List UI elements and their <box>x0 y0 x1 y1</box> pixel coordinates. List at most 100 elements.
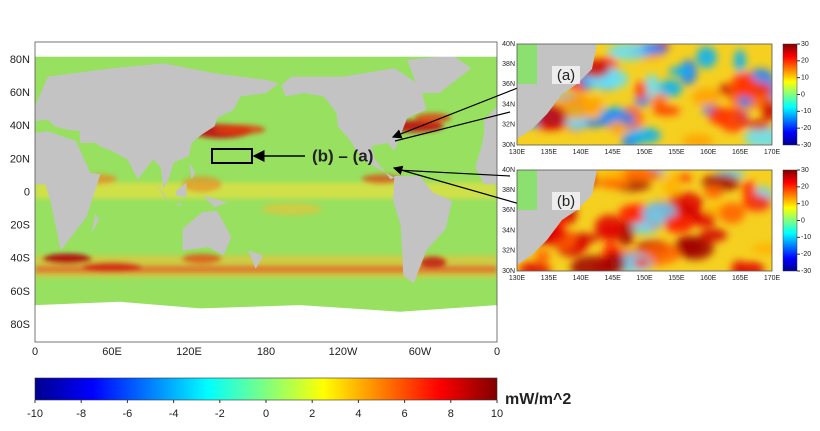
heat-blob <box>682 134 714 145</box>
y-tick-label: 34N <box>502 227 515 234</box>
continent <box>91 214 100 234</box>
colorbar-tick-label: -10 <box>801 108 811 115</box>
y-tick-label: 34N <box>502 101 515 108</box>
y-tick-label: 60N <box>10 87 30 99</box>
heat-blob <box>732 81 772 98</box>
continent <box>203 195 228 208</box>
y-tick-label: 20N <box>10 153 30 165</box>
y-tick-label: 40N <box>502 167 515 174</box>
heat-blob <box>696 46 717 69</box>
continent <box>189 162 196 180</box>
continent <box>393 175 453 284</box>
arrow <box>394 111 511 142</box>
heat-blob <box>414 112 451 123</box>
colorbar-tick-label: -10 <box>801 234 811 241</box>
heat-blob <box>597 179 632 189</box>
heat-blob <box>663 214 694 234</box>
heat-blob <box>751 243 772 255</box>
colorbar-tick-label: 10 <box>801 75 809 82</box>
y-tick-label: 38N <box>502 61 515 68</box>
colorbar-tick-label: 30 <box>801 167 809 174</box>
colorbar-tick-label: 20 <box>801 184 809 191</box>
heat-blob <box>652 105 681 116</box>
heat-blob <box>744 126 772 145</box>
x-tick-label: 170E <box>764 275 781 282</box>
y-tick-label: 30N <box>502 268 515 275</box>
x-tick-label: 140E <box>573 275 590 282</box>
heat-blob <box>663 174 681 197</box>
x-tick-label: 140E <box>573 149 590 156</box>
continent <box>475 106 497 185</box>
heat-blob <box>650 93 667 109</box>
heat-blob <box>622 170 663 182</box>
heat-blob <box>635 80 648 100</box>
heat-blob <box>742 180 756 199</box>
inset-frame <box>516 169 773 272</box>
continent <box>176 202 183 206</box>
colorbar-tick-label: -10 <box>27 408 43 420</box>
colorbar-tick-label: 0 <box>263 408 269 420</box>
colorbar-unit: mW/m^2 <box>505 391 571 408</box>
heat-blob <box>42 253 93 264</box>
colorbar-tick-label: 4 <box>355 408 361 420</box>
continent <box>35 131 101 251</box>
heat-blob <box>633 258 650 268</box>
inset-frame <box>516 43 773 146</box>
heat-blob <box>418 256 447 269</box>
heat-band <box>35 265 497 274</box>
heat-blob <box>676 174 692 183</box>
heat-blob <box>641 44 669 55</box>
x-tick-label: 155E <box>668 275 685 282</box>
inset-colorbar <box>782 169 798 272</box>
x-tick-label: 145E <box>604 275 621 282</box>
colorbar-tick-label: -4 <box>169 408 179 420</box>
heat-blob <box>692 211 716 228</box>
continent <box>156 184 170 203</box>
heat-blob <box>627 127 662 144</box>
x-tick-label: 150E <box>636 275 653 282</box>
heat-blob <box>737 95 753 107</box>
y-tick-label: 40S <box>10 253 30 265</box>
heat-blob <box>674 235 703 256</box>
x-tick-label: 170E <box>764 149 781 156</box>
heat-blob <box>745 120 771 130</box>
heat-blob <box>598 111 636 129</box>
heat-blob <box>692 87 721 107</box>
x-tick-label: 160E <box>700 149 717 156</box>
continent <box>407 55 472 94</box>
x-tick-label: 160E <box>700 275 717 282</box>
heat-blob <box>699 228 728 242</box>
y-tick-label: 40N <box>10 120 30 132</box>
y-tick-label: 80N <box>10 54 30 66</box>
y-tick-label: 0 <box>24 186 30 198</box>
map-frame <box>34 41 498 343</box>
y-tick-label: 20S <box>10 220 30 232</box>
colorbar <box>34 377 498 401</box>
inset-label-bg <box>552 192 580 210</box>
heat-blob <box>261 203 322 216</box>
colorbar-tick-label: -30 <box>801 268 811 275</box>
arrow <box>395 169 511 177</box>
heat-blob <box>82 262 142 273</box>
y-tick-label: 32N <box>502 248 515 255</box>
y-tick-label: 36N <box>502 81 515 88</box>
continent <box>176 182 187 198</box>
colorbar-tick-label: -8 <box>76 408 86 420</box>
heat-blob <box>608 120 627 135</box>
y-tick-label: 60S <box>10 286 30 298</box>
heat-blob <box>518 261 551 271</box>
x-tick-label: 120W <box>329 346 358 358</box>
heat-blob <box>718 202 746 224</box>
land <box>35 42 497 342</box>
heat-blob <box>741 261 765 271</box>
colorbar-tick-label: 8 <box>448 408 454 420</box>
y-tick-label: 40N <box>502 41 515 48</box>
arctic <box>35 42 497 57</box>
x-tick-label: 145E <box>604 149 621 156</box>
inset-label: (b) <box>557 193 575 210</box>
x-tick-label: 120E <box>176 346 202 358</box>
heat-blob <box>603 252 626 271</box>
colorbar-tick-label: -30 <box>801 142 811 149</box>
heat-blob <box>761 100 772 121</box>
